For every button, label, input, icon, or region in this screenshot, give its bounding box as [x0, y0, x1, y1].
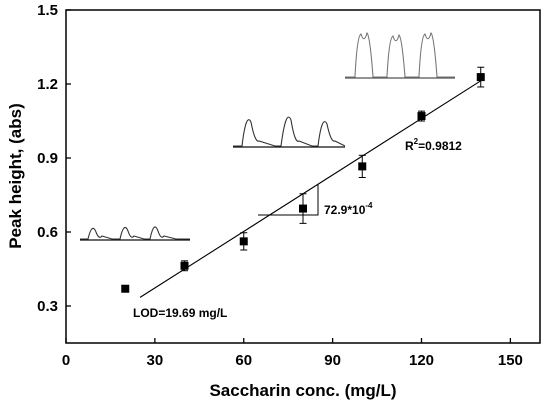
y-tick-label: 0.3: [37, 298, 58, 315]
peak-trace-high: [345, 31, 455, 79]
data-point: [299, 204, 307, 213]
x-tick-label: 120: [409, 352, 434, 369]
x-tick-label: 150: [498, 352, 523, 369]
x-tick-label: 60: [235, 352, 252, 369]
data-point: [180, 261, 189, 270]
x-tick-label: 0: [62, 352, 70, 369]
data-point: [417, 112, 426, 121]
y-tick-label: 0.6: [37, 224, 58, 241]
y-axis-title: Peak height, (abs): [6, 103, 25, 248]
peak-trace-low: [80, 226, 190, 241]
y-tick-label: 1.5: [37, 2, 58, 19]
data-point: [121, 284, 130, 293]
slope-triangle: [258, 184, 319, 216]
y-tick-label: 0.9: [37, 150, 58, 167]
y-tick-label: 1.2: [37, 76, 58, 93]
x-tick-label: 90: [324, 352, 341, 369]
data-point: [358, 162, 367, 171]
x-axis-title: Saccharin conc. (mg/L): [209, 381, 396, 400]
fit-line: [139, 80, 482, 298]
slope-label: 72.9*10-4: [324, 201, 373, 217]
data-point: [239, 237, 248, 246]
data-point: [476, 73, 485, 82]
plot-frame: [65, 9, 541, 344]
r-squared-label: R2=0.9812: [405, 137, 462, 153]
x-tick-label: 30: [147, 352, 164, 369]
peak-trace-mid: [233, 116, 346, 148]
lod-label: LOD=19.69 mg/L: [133, 306, 227, 320]
